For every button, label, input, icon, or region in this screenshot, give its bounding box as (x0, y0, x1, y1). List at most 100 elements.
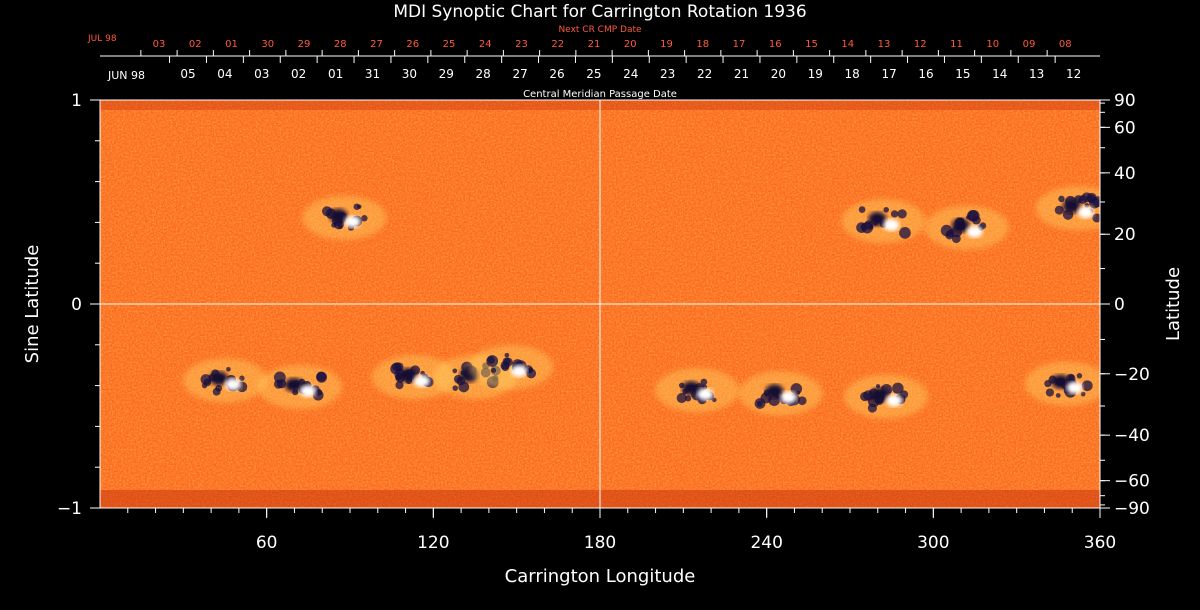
mid-date-label: 29 (439, 67, 454, 81)
y-left-tick-label: 1 (71, 91, 82, 111)
mid-date-label: 24 (623, 67, 638, 81)
negative-flux-spot (1092, 213, 1100, 223)
mid-date-label: 31 (365, 67, 380, 81)
y-right-tick-label: 0 (1114, 295, 1125, 315)
top-date-label: 09 (1023, 39, 1036, 50)
negative-flux-spot (940, 224, 953, 237)
negative-flux-spot (858, 206, 866, 213)
x-tick-label: 240 (750, 533, 782, 553)
region-plage (469, 345, 554, 390)
y-right-tick-label: −40 (1114, 426, 1150, 446)
negative-flux-spot (458, 381, 470, 393)
positive-flux-core (697, 388, 714, 401)
negative-flux-spot (226, 366, 231, 372)
negative-flux-core (682, 381, 701, 396)
active-region (302, 195, 387, 240)
negative-flux-spot (452, 368, 458, 374)
mid-date-label: 20 (771, 67, 786, 81)
top-date-label: 24 (479, 39, 492, 50)
x-tick-label: 360 (1084, 533, 1116, 553)
x-axis: 60 120 180 240 300 360 (127, 508, 1116, 553)
negative-flux-spot (892, 382, 904, 395)
negative-flux-spot (1058, 195, 1065, 203)
negative-flux-spot (526, 368, 537, 379)
y-axis-right-label: Latitude (1163, 267, 1184, 341)
y-right-tick-label: 20 (1114, 225, 1136, 245)
top-date-label: 30 (261, 39, 274, 50)
negative-flux-spot (504, 352, 510, 358)
negative-flux-core (398, 368, 417, 383)
cmp-scale-label: Central Meridian Passage Date (523, 89, 677, 100)
top-date-label: 21 (588, 39, 601, 50)
mid-date-label: 17 (881, 67, 896, 81)
mid-date-label: 15 (955, 67, 970, 81)
positive-flux-core (1066, 381, 1083, 394)
mid-date-label: 02 (291, 67, 306, 81)
positive-flux-core (511, 365, 528, 378)
negative-flux-spot (1055, 393, 1061, 398)
negative-flux-spot (487, 356, 495, 364)
y-right-tick-label: −20 (1114, 365, 1150, 385)
next-cr-month-label: JUL 98 (87, 34, 117, 44)
negative-flux-core (868, 212, 887, 227)
negative-flux-spot (212, 387, 221, 396)
top-date-label: 08 (1059, 39, 1072, 50)
mid-date-label: 01 (328, 67, 343, 81)
top-date-label: 10 (986, 39, 999, 50)
y-right-tick-label: 60 (1114, 118, 1136, 138)
negative-flux-spot (1081, 192, 1092, 203)
negative-flux-spot (951, 234, 961, 244)
top-date-label: 03 (153, 39, 166, 50)
active-region (844, 374, 929, 419)
positive-flux-core (225, 378, 241, 391)
negative-flux-spot (315, 389, 323, 396)
negative-flux-core (210, 371, 228, 386)
positive-flux-core (413, 375, 430, 388)
x-axis-label: Carrington Longitude (505, 566, 696, 587)
negative-flux-core (951, 218, 970, 233)
negative-flux-spot (1080, 391, 1086, 397)
negative-flux-spot (883, 207, 889, 213)
top-date-label: 22 (551, 39, 564, 50)
x-tick-label: 300 (917, 533, 949, 553)
y-right-tick-label: 40 (1114, 164, 1136, 184)
positive-flux-core (344, 215, 361, 228)
mid-date-label: 30 (402, 67, 417, 81)
negative-flux-spot (867, 403, 877, 413)
negative-flux-spot (239, 375, 245, 381)
negative-flux-spot (712, 397, 717, 403)
mid-date-label: 23 (660, 67, 675, 81)
negative-flux-spot (500, 360, 510, 370)
top-date-label: 16 (769, 39, 782, 50)
negative-flux-spot (491, 368, 497, 374)
negative-flux-core (871, 387, 890, 402)
negative-flux-spot (979, 222, 987, 229)
active-region (469, 345, 554, 390)
active-region (183, 358, 267, 403)
y-right-tick-label: −60 (1114, 472, 1150, 492)
negative-flux-spot (203, 378, 212, 387)
top-date-label: 15 (805, 39, 818, 50)
negative-flux-spot (1054, 205, 1064, 215)
negative-flux-core (765, 384, 784, 399)
negative-flux-core (1051, 374, 1070, 389)
top-date-label: 11 (950, 39, 963, 50)
negative-flux-spot (790, 383, 803, 395)
top-date-label: 01 (225, 39, 238, 50)
cmp-month-label: JUN 98 (107, 69, 145, 82)
active-region (258, 364, 342, 409)
mid-date-label: 14 (992, 67, 1007, 81)
negative-flux-spot (392, 362, 402, 372)
top-date-label: 20 (624, 39, 637, 50)
top-date-label: 12 (914, 39, 927, 50)
active-region (1035, 186, 1100, 231)
chart-title: MDI Synoptic Chart for Carrington Rotati… (393, 2, 806, 22)
mid-date-scale: JUN 98 Central Meridian Passage Date 05 0… (107, 56, 1081, 100)
negative-flux-spot (876, 384, 881, 389)
mid-date-label: 19 (808, 67, 823, 81)
y-left-tick-label: 0 (71, 295, 82, 315)
y-axis-left: −1 0 1 (57, 91, 100, 519)
mid-date-label: 27 (512, 67, 527, 81)
positive-flux-core (1077, 206, 1094, 219)
